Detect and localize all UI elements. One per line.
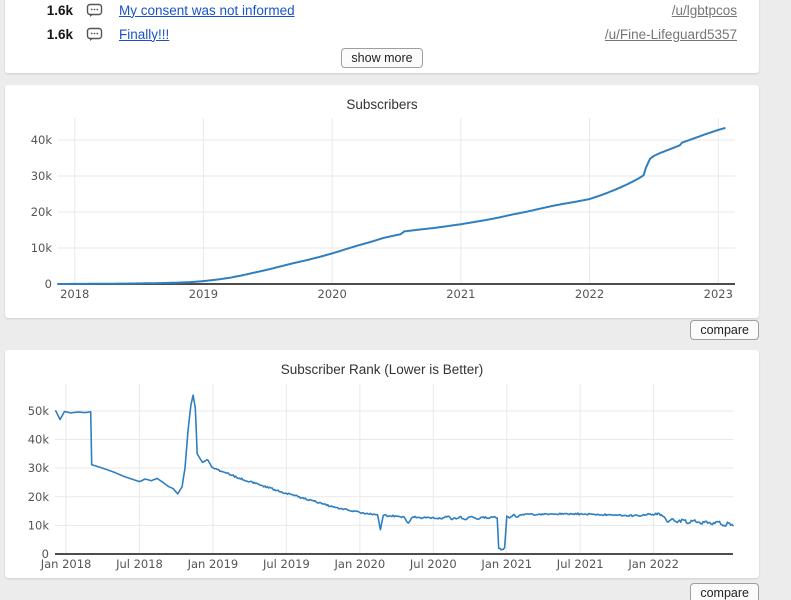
x-tick-label: 2021 (446, 287, 475, 301)
post-title-link[interactable]: My consent was not informed (119, 2, 295, 18)
y-tick-label: 40k (31, 133, 53, 147)
y-tick-label: 0 (42, 547, 49, 561)
y-tick-label: 0 (45, 277, 52, 291)
y-tick-label: 10k (28, 518, 50, 532)
y-tick-label: 20k (31, 205, 53, 219)
subscribers-chart-title: Subscribers (346, 97, 418, 112)
x-tick-label: Jul 2018 (115, 557, 163, 571)
comment-icon (86, 27, 103, 42)
subscribers-chart[interactable]: 2018 2019 2020 2021 2022 2023 0 10k 20k 30k 40k (5, 113, 759, 309)
y-tick-label: 50k (28, 404, 50, 418)
post-row: 1.6k Finally!!! /u/Fine-Lifeguard5357 (5, 22, 759, 46)
post-score: 1.6k (46, 26, 73, 42)
post-row: 1.6k My consent was not informed /u/lgbt… (5, 0, 759, 22)
subscribers-card: Subscribers 2018 2019 2020 2021 2022 2023 0 10k… (5, 85, 759, 318)
x-tick-label: 2023 (704, 287, 733, 301)
post-author-link[interactable]: /u/lgbtpcos (671, 2, 737, 18)
x-tick-label: 2020 (318, 287, 347, 301)
compare-subscribers-button[interactable]: compare (690, 320, 759, 340)
x-tick-label: Jan 2021 (480, 557, 532, 571)
x-tick-label: Jan 2020 (334, 557, 386, 571)
y-tick-label: 30k (31, 169, 53, 183)
x-tick-label: 2018 (60, 287, 89, 301)
top-posts-card: 1.6k My consent was not informed /u/lgbt… (5, 0, 759, 73)
y-tick-label: 20k (28, 490, 50, 504)
x-tick-label: Jul 2019 (262, 557, 310, 571)
comment-icon (86, 3, 103, 18)
x-tick-label: Jul 2020 (409, 557, 457, 571)
compare-rank-button[interactable]: compare (690, 583, 759, 600)
subscriber-rank-card: Subscriber Rank (Lower is Better) Jan 20… (5, 350, 759, 578)
post-title-link[interactable]: Finally!!! (119, 26, 170, 42)
show-more-wrap: show more (5, 48, 759, 68)
show-more-button[interactable]: show more (341, 48, 423, 68)
x-tick-label: Jan 2019 (187, 557, 239, 571)
y-tick-label: 40k (28, 433, 50, 447)
data-line (54, 394, 734, 551)
x-tick-label: Jan 2018 (40, 557, 92, 571)
x-tick-label: 2019 (189, 287, 218, 301)
x-tick-label: Jan 2022 (627, 557, 679, 571)
y-tick-label: 30k (28, 461, 50, 475)
data-line (57, 127, 726, 285)
post-author-link[interactable]: /u/Fine-Lifeguard5357 (604, 26, 737, 42)
y-tick-label: 10k (31, 241, 53, 255)
x-tick-label: Jul 2021 (556, 557, 604, 571)
rank-chart-title: Subscriber Rank (Lower is Better) (280, 362, 484, 377)
post-score: 1.6k (46, 2, 73, 18)
x-tick-label: 2022 (575, 287, 604, 301)
subscriber-rank-chart[interactable]: Jan 2018 Jul 2018 Jan 2019 Jul 2019 Jan 2020… (5, 378, 759, 578)
